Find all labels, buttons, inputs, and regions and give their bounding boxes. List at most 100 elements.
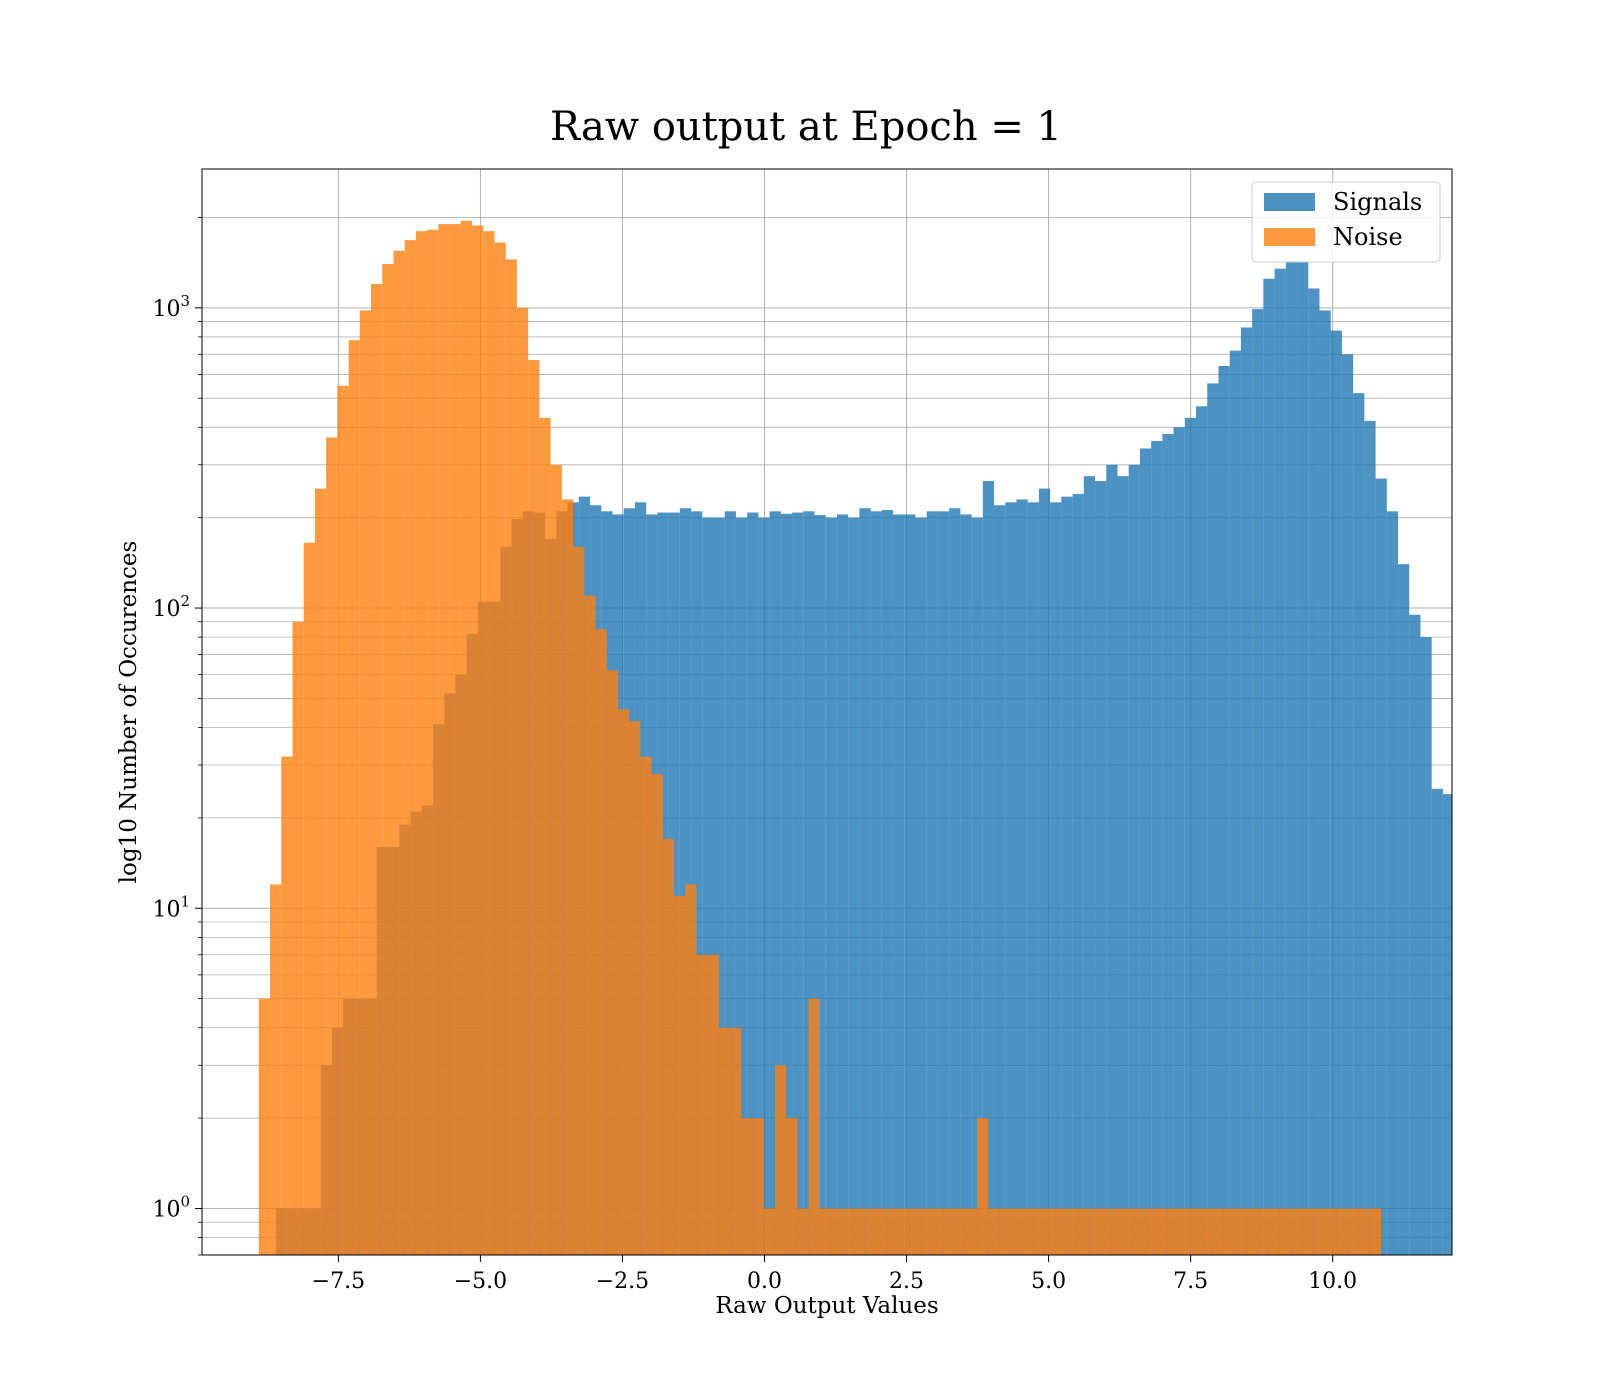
- bar-noise: [730, 1027, 742, 1255]
- x-tick-label: 10.0: [1308, 1269, 1357, 1294]
- bar-noise: [359, 310, 372, 1255]
- bar-signals: [1364, 420, 1376, 1255]
- bar-signals: [724, 511, 736, 1255]
- bar-signals: [1252, 309, 1264, 1255]
- bar-noise: [629, 721, 641, 1255]
- bar-noise: [348, 340, 360, 1255]
- bar-noise: [337, 385, 349, 1255]
- bar-signals: [1454, 896, 1465, 1255]
- bar-signals: [1095, 480, 1107, 1255]
- plot-frame: [201, 168, 1453, 1256]
- bar-noise: [1279, 1208, 1292, 1255]
- bar-signals: [780, 513, 793, 1255]
- bar-signals: [881, 510, 894, 1255]
- bar-signals: [848, 517, 860, 1255]
- bar-noise: [662, 839, 675, 1255]
- y-tick-label: 101: [152, 892, 190, 922]
- bar-signals: [713, 517, 725, 1255]
- bar-noise: [943, 1208, 955, 1255]
- bar-signals: [1442, 794, 1452, 1255]
- bar-noise: [1268, 1208, 1280, 1255]
- bar-noise: [1336, 1208, 1348, 1255]
- y-tick-label: 102: [152, 592, 190, 622]
- bar-noise: [483, 231, 495, 1255]
- bar-noise: [1077, 1208, 1090, 1255]
- series-noise: [258, 220, 1381, 1255]
- bar-noise: [808, 998, 820, 1255]
- bar-noise: [876, 1208, 888, 1255]
- bar-signals: [1285, 261, 1298, 1255]
- x-tick-label: −7.5: [312, 1269, 365, 1294]
- bar-noise: [1044, 1208, 1056, 1255]
- bar-signals: [870, 511, 882, 1255]
- bar-signals: [747, 512, 759, 1255]
- bar-noise: [965, 1208, 977, 1255]
- legend-label-noise: Noise: [1333, 223, 1403, 251]
- bar-noise: [427, 229, 439, 1255]
- bar-noise: [1178, 1208, 1191, 1255]
- bar-noise: [1111, 1208, 1123, 1255]
- bar-signals: [1207, 383, 1219, 1255]
- bar-signals: [1375, 478, 1387, 1255]
- bar-signals: [904, 514, 916, 1255]
- x-tick-label: 0.0: [747, 1269, 782, 1294]
- bar-noise: [382, 263, 394, 1255]
- bar-noise: [494, 242, 506, 1255]
- bar-signals: [1106, 464, 1118, 1255]
- bar-noise: [786, 1118, 798, 1255]
- bar-noise: [696, 954, 708, 1255]
- bar-noise: [707, 954, 719, 1255]
- bar-signals: [1162, 433, 1174, 1255]
- bar-signals: [1117, 476, 1129, 1255]
- bar-noise: [449, 224, 461, 1255]
- bar-noise: [1246, 1208, 1258, 1255]
- bar-noise: [685, 884, 697, 1255]
- bar-signals: [1061, 496, 1073, 1255]
- bar-signals: [893, 514, 905, 1255]
- bar-signals: [814, 515, 826, 1255]
- y-axis-ticks: 100 101 102 103: [152, 217, 202, 1256]
- legend-swatch-signals: [1264, 193, 1315, 211]
- x-tick-label: 2.5: [889, 1269, 924, 1294]
- bar-signals: [702, 517, 714, 1255]
- bar-noise: [1134, 1208, 1146, 1255]
- bar-noise: [314, 488, 327, 1255]
- bar-noise: [595, 629, 607, 1255]
- bar-noise: [528, 360, 540, 1255]
- bar-noise: [954, 1208, 966, 1255]
- bar-noise: [1235, 1208, 1247, 1255]
- bar-noise: [1313, 1208, 1325, 1255]
- bar-noise: [651, 774, 663, 1255]
- bar-noise: [797, 1208, 809, 1255]
- bar-noise: [898, 1208, 910, 1255]
- x-axis-ticks: −7.5 −5.0 −2.5 0.0 2.5 5.0 7.5 10.0: [312, 1255, 1357, 1294]
- bar-noise: [1145, 1208, 1157, 1255]
- bar-signals: [1308, 288, 1320, 1255]
- bar-signals: [971, 517, 983, 1255]
- bar-noise: [853, 1208, 865, 1255]
- bar-signals: [1263, 278, 1275, 1255]
- bar-noise: [539, 417, 551, 1255]
- bar-signals: [735, 517, 748, 1255]
- bar-signals: [758, 517, 770, 1255]
- bar-signals: [1431, 788, 1443, 1255]
- bar-signals: [825, 517, 837, 1255]
- bar-signals: [994, 505, 1006, 1255]
- bar-signals: [1005, 502, 1017, 1255]
- bar-signals: [769, 511, 781, 1255]
- bar-noise: [741, 1118, 753, 1255]
- bar-noise: [281, 756, 293, 1255]
- bar-noise: [326, 437, 338, 1255]
- bar-noise: [1302, 1208, 1314, 1255]
- bar-signals: [691, 511, 703, 1255]
- bar-noise: [573, 546, 585, 1255]
- bar-signals: [1173, 427, 1185, 1255]
- bar-signals: [1229, 350, 1241, 1255]
- x-tick-label: −2.5: [596, 1269, 649, 1294]
- bar-noise: [404, 240, 416, 1255]
- bar-signals: [1184, 417, 1197, 1255]
- bar-noise: [550, 464, 562, 1255]
- bar-noise: [1291, 1208, 1303, 1255]
- bar-noise: [1156, 1208, 1168, 1255]
